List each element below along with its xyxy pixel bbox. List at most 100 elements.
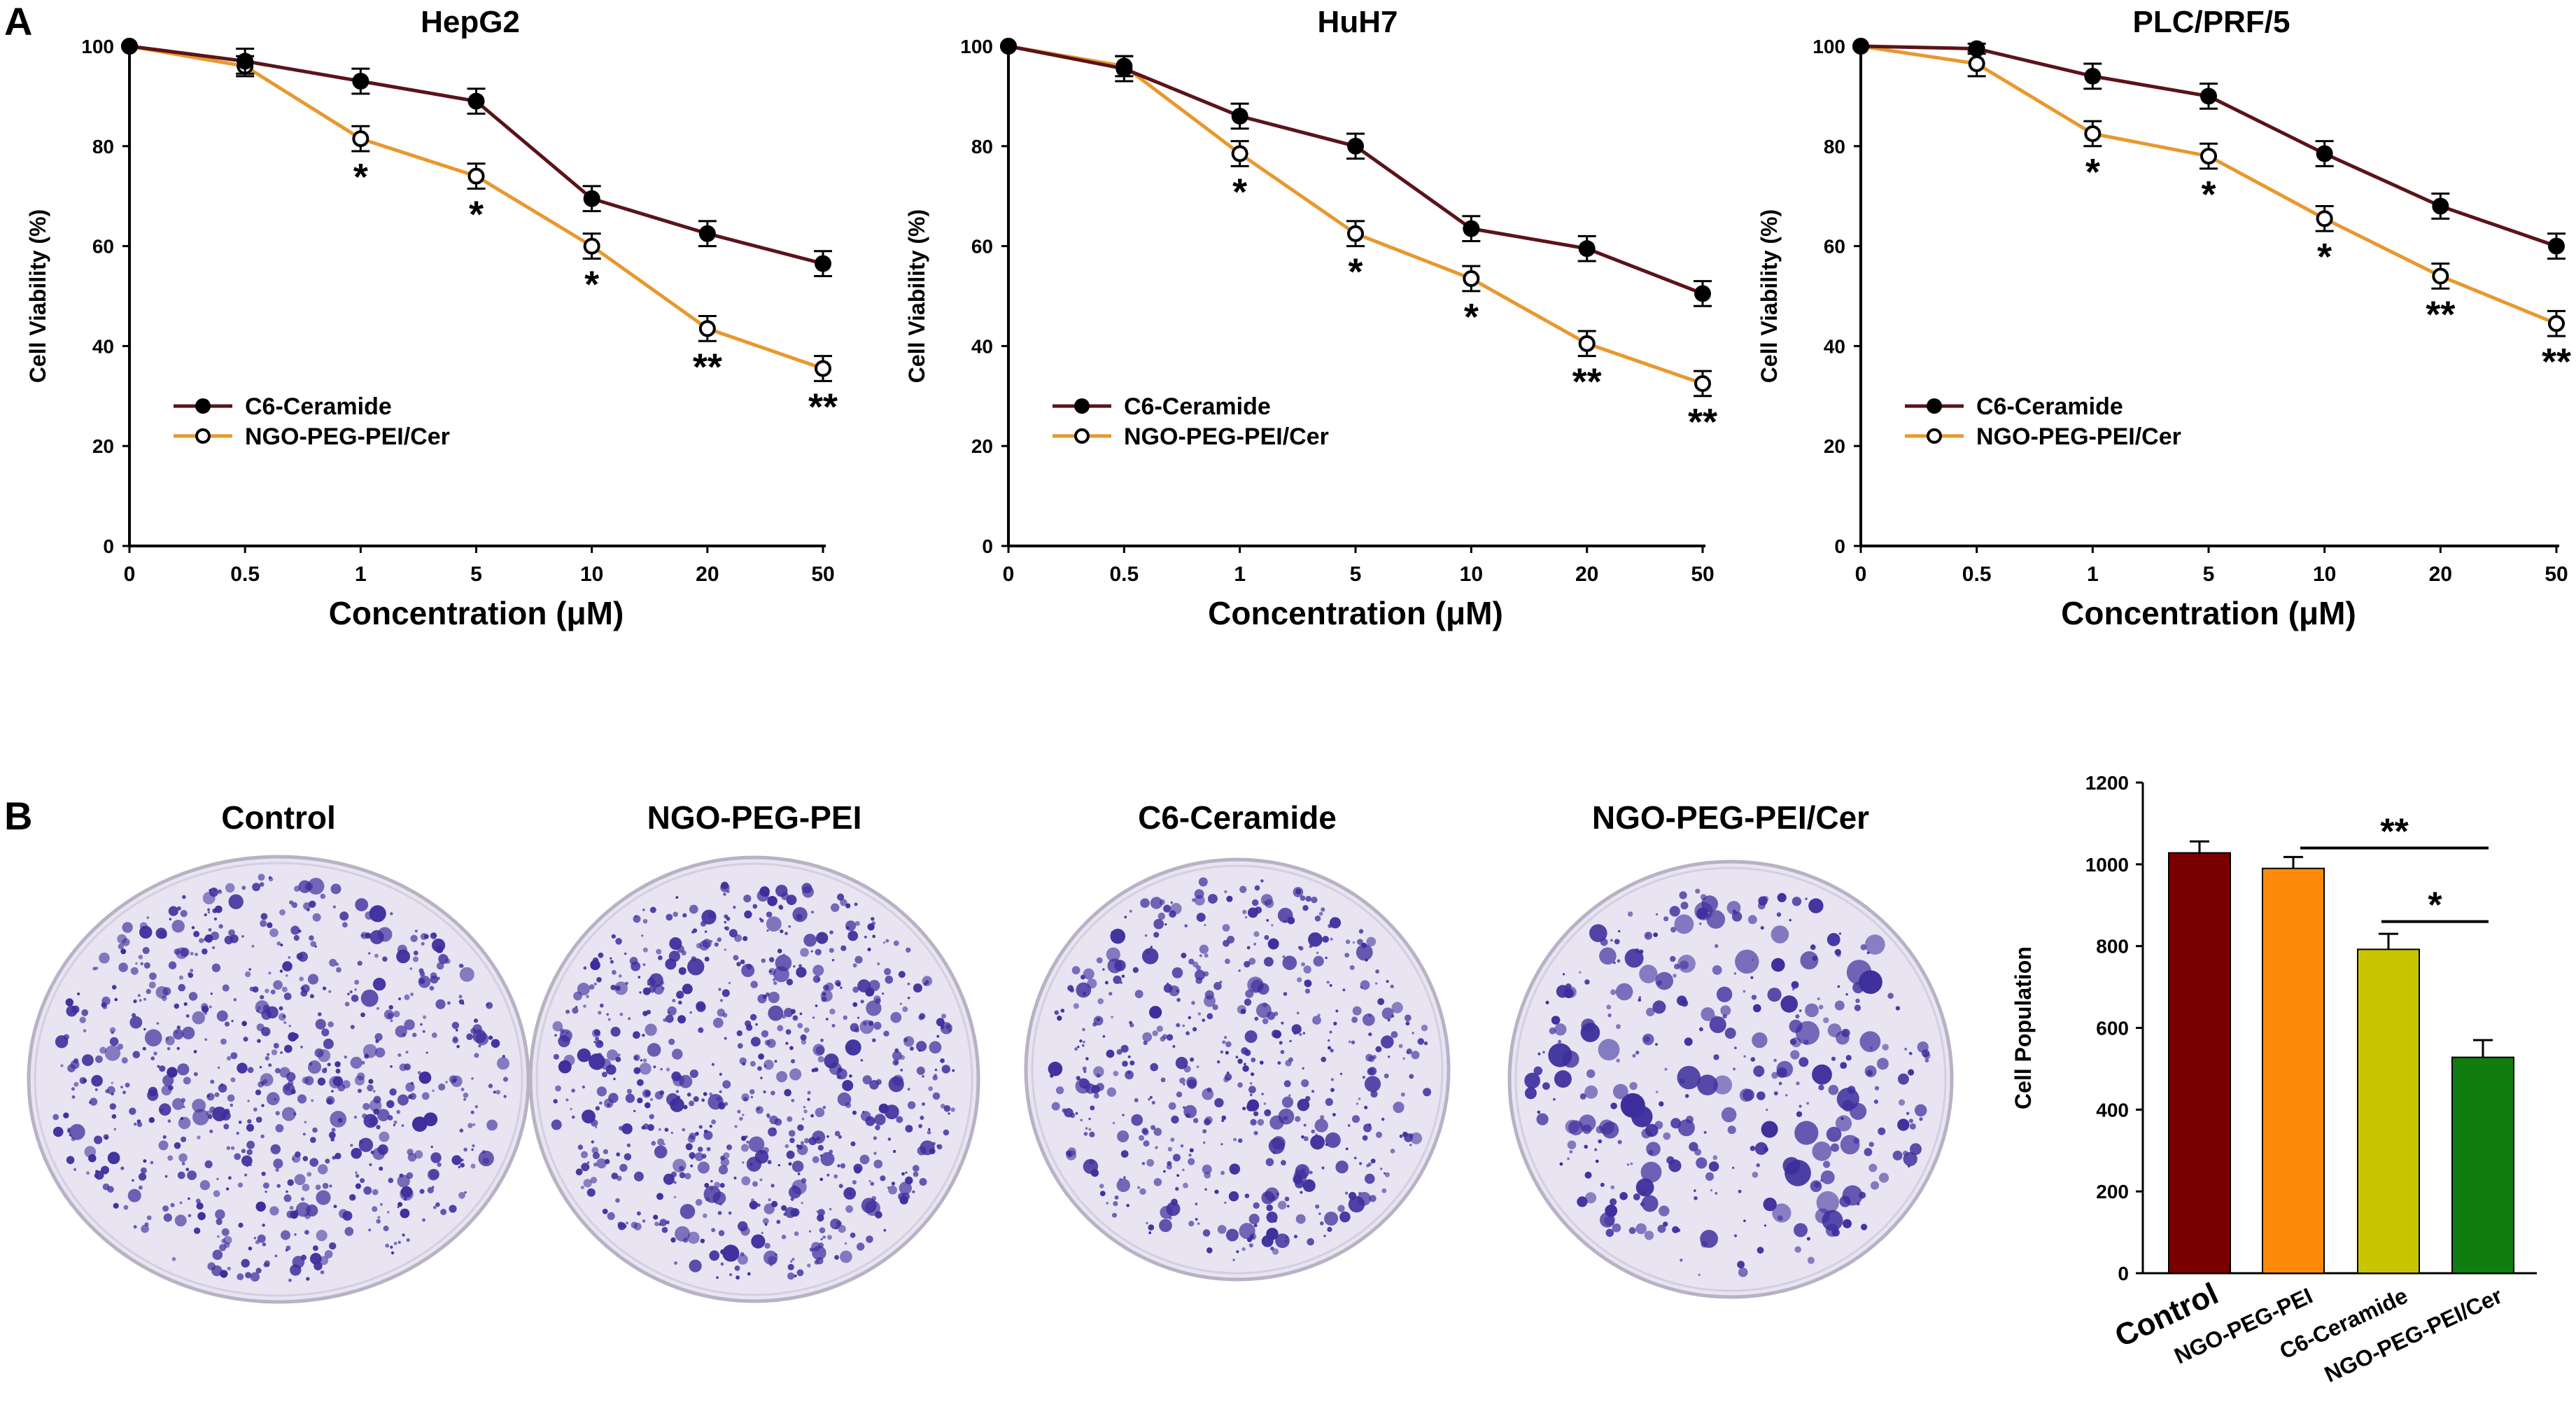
- colony: [599, 1101, 603, 1105]
- colony: [395, 1025, 407, 1038]
- colony: [737, 1043, 743, 1049]
- colony: [1776, 912, 1782, 917]
- legend-label: NGO-PEG-PEI/Cer: [1124, 423, 1329, 450]
- colony: [1266, 919, 1269, 922]
- colony: [187, 1170, 197, 1180]
- colony: [1778, 1215, 1783, 1221]
- colony: [215, 1209, 225, 1220]
- colony: [359, 1140, 363, 1144]
- colony: [216, 1177, 219, 1180]
- colony: [582, 1085, 586, 1089]
- colony: [1278, 1200, 1287, 1210]
- colony: [269, 928, 279, 937]
- colony: [1159, 899, 1165, 905]
- colony: [326, 1098, 332, 1105]
- colony: [188, 972, 191, 976]
- colony: [860, 1059, 864, 1062]
- significance-marker: **: [808, 386, 838, 428]
- colony: [642, 1219, 646, 1223]
- colony: [892, 1074, 903, 1086]
- colony: [375, 1039, 379, 1044]
- colony: [1314, 915, 1321, 922]
- colony: [1321, 1166, 1325, 1170]
- colony: [1402, 1057, 1405, 1060]
- colony: [1224, 890, 1227, 894]
- colony: [1356, 944, 1373, 961]
- colony: [1062, 1108, 1067, 1113]
- data-point: [352, 130, 369, 148]
- colony: [1594, 1148, 1598, 1151]
- colony: [1264, 934, 1269, 940]
- colony: [1265, 1158, 1274, 1167]
- colony: [138, 1172, 147, 1181]
- significance-marker: **: [1572, 361, 1602, 403]
- colony: [860, 1000, 864, 1004]
- colony: [400, 1186, 414, 1201]
- colony: [372, 1189, 379, 1196]
- colony: [1903, 1150, 1908, 1156]
- colony: [363, 1186, 372, 1195]
- colony: [689, 904, 698, 914]
- colony: [1238, 969, 1241, 972]
- colony: [1108, 992, 1113, 996]
- colony: [125, 1082, 130, 1088]
- colony: [1300, 1191, 1303, 1194]
- colony: [1720, 1005, 1731, 1016]
- colony: [355, 1183, 361, 1189]
- y-tick-label: 80: [92, 136, 114, 157]
- colony: [616, 1152, 621, 1157]
- colony: [149, 972, 157, 980]
- colony: [370, 1150, 374, 1154]
- colony: [1146, 1158, 1155, 1167]
- colony: [825, 982, 834, 991]
- colony: [768, 1127, 777, 1137]
- colony: [1198, 877, 1208, 887]
- data-point: [1463, 270, 1480, 288]
- colony: [763, 1060, 774, 1070]
- colony: [55, 1035, 69, 1049]
- colony: [1111, 1016, 1113, 1018]
- colony: [226, 1187, 230, 1191]
- colony: [786, 1150, 795, 1159]
- colony: [1196, 913, 1206, 922]
- colony: [859, 1019, 874, 1035]
- colony: [472, 1123, 476, 1126]
- colony: [703, 1213, 708, 1219]
- colony: [344, 1226, 354, 1236]
- colony: [1635, 1178, 1654, 1197]
- significance-marker: **: [2542, 341, 2571, 383]
- significance-marker: *: [1348, 251, 1363, 293]
- colony: [1699, 923, 1702, 925]
- colony: [1299, 1033, 1302, 1036]
- colony: [1799, 1009, 1802, 1012]
- x-axis-label: Concentration (μM): [329, 595, 624, 631]
- colony: [176, 1046, 180, 1051]
- colony: [1670, 927, 1677, 933]
- colony: [896, 1116, 903, 1123]
- colony: [787, 1263, 794, 1270]
- colony: [785, 1029, 791, 1035]
- colony: [1226, 1071, 1230, 1074]
- colony: [1680, 902, 1689, 910]
- colony: [1182, 1024, 1185, 1028]
- colony: [1898, 1099, 1906, 1106]
- colony: [281, 986, 288, 993]
- colony: [1180, 1144, 1184, 1148]
- colony: [802, 885, 814, 898]
- colony: [1170, 1137, 1175, 1142]
- colony: [329, 1184, 332, 1188]
- colony: [918, 1123, 922, 1128]
- colony: [1069, 988, 1074, 993]
- colony: [221, 1238, 226, 1244]
- colony: [1843, 1219, 1852, 1228]
- colony: [230, 1146, 235, 1150]
- colony: [748, 1136, 765, 1153]
- colony: [1598, 1039, 1620, 1060]
- colony: [1220, 1050, 1224, 1054]
- colony: [1542, 1051, 1545, 1053]
- colony: [761, 1231, 764, 1235]
- colony: [1605, 1204, 1618, 1217]
- colony: [178, 1153, 188, 1163]
- colony: [1753, 1065, 1765, 1077]
- colony: [694, 1152, 704, 1161]
